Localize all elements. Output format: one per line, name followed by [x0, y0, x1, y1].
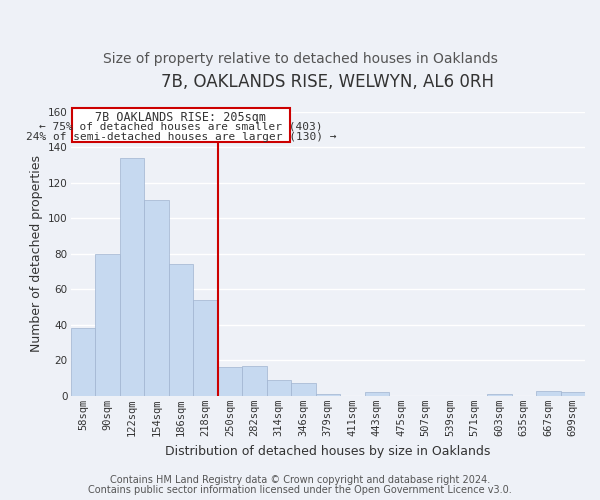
Title: 7B, OAKLANDS RISE, WELWYN, AL6 0RH: 7B, OAKLANDS RISE, WELWYN, AL6 0RH [161, 72, 494, 90]
Bar [536, 390, 560, 396]
Text: Contains HM Land Registry data © Crown copyright and database right 2024.: Contains HM Land Registry data © Crown c… [110, 475, 490, 485]
X-axis label: Distribution of detached houses by size in Oaklands: Distribution of detached houses by size … [165, 444, 490, 458]
Bar [193, 300, 218, 396]
Bar [291, 384, 316, 396]
Text: 24% of semi-detached houses are larger (130) →: 24% of semi-detached houses are larger (… [26, 132, 336, 142]
FancyBboxPatch shape [72, 108, 290, 142]
Text: ← 75% of detached houses are smaller (403): ← 75% of detached houses are smaller (40… [39, 122, 323, 132]
Bar [169, 264, 193, 396]
Bar [266, 380, 291, 396]
Bar [560, 392, 585, 396]
Bar [119, 158, 144, 396]
Text: 7B OAKLANDS RISE: 205sqm: 7B OAKLANDS RISE: 205sqm [95, 110, 266, 124]
Y-axis label: Number of detached properties: Number of detached properties [29, 155, 43, 352]
Bar [316, 394, 340, 396]
Bar [95, 254, 119, 396]
Text: Contains public sector information licensed under the Open Government Licence v3: Contains public sector information licen… [88, 485, 512, 495]
Bar [71, 328, 95, 396]
Bar [365, 392, 389, 396]
Bar [144, 200, 169, 396]
Text: Size of property relative to detached houses in Oaklands: Size of property relative to detached ho… [103, 52, 497, 66]
Bar [487, 394, 512, 396]
Bar [242, 366, 266, 396]
Bar [218, 368, 242, 396]
